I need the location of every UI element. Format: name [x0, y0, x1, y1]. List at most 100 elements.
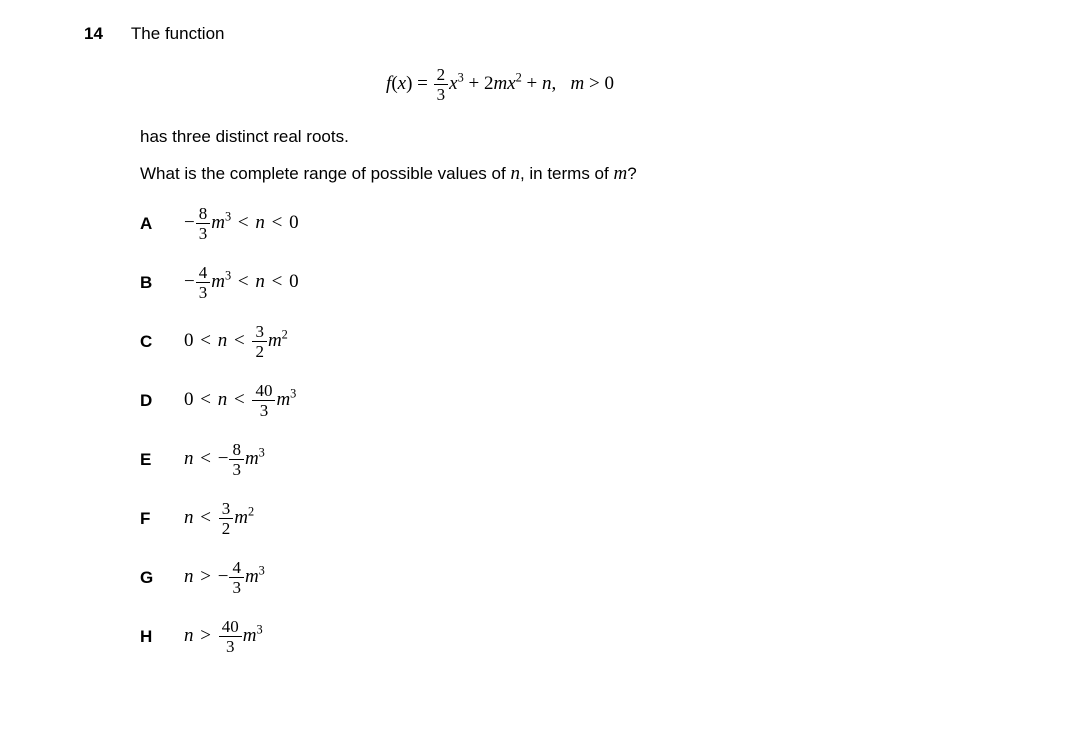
question-header-row: 14 The function [84, 24, 1080, 44]
eq-frac-2-3: 23 [434, 66, 449, 103]
option-H[interactable]: H n > 403m3 [140, 618, 1080, 655]
eq-x2: x [449, 73, 457, 94]
C-fnum: 3 [252, 323, 267, 342]
eq-x-sq: 2 [516, 71, 522, 85]
option-F-label: F [140, 509, 158, 529]
C-n: n [218, 330, 228, 351]
D-m: m [276, 389, 290, 410]
F-rel: < [198, 507, 213, 528]
A-neg: − [184, 212, 195, 233]
C-rel2: < [232, 330, 247, 351]
option-H-expr: n > 403m3 [184, 618, 263, 655]
option-C[interactable]: C 0 < n < 32m2 [140, 323, 1080, 360]
G-rel: > [198, 566, 213, 587]
option-C-expr: 0 < n < 32m2 [184, 323, 288, 360]
line3-n: n [510, 163, 520, 184]
G-fnum: 4 [229, 559, 244, 578]
B-frac: 43 [196, 264, 211, 301]
option-E-expr: n < −83m3 [184, 441, 265, 478]
line3-suffix: ? [627, 164, 636, 183]
E-fnum: 8 [229, 441, 244, 460]
H-rel: > [198, 625, 213, 646]
B-rel2: < [270, 271, 285, 292]
E-rel: < [198, 448, 213, 469]
C-fden: 2 [252, 342, 267, 360]
B-n: n [255, 271, 265, 292]
A-m: m [211, 212, 225, 233]
H-fnum: 40 [219, 618, 242, 637]
B-m: m [211, 271, 225, 292]
H-n: n [184, 625, 194, 646]
E-pow: 3 [259, 446, 265, 460]
option-C-label: C [140, 332, 158, 352]
option-B-expr: −43m3 < n < 0 [184, 264, 299, 301]
A-frac: 83 [196, 205, 211, 242]
A-fnum: 8 [196, 205, 211, 224]
option-G[interactable]: G n > −43m3 [140, 559, 1080, 596]
D-rel2: < [232, 389, 247, 410]
option-H-label: H [140, 627, 158, 647]
A-rhs: 0 [289, 212, 299, 233]
question-line3: What is the complete range of possible v… [140, 163, 1080, 185]
eq-x1: x [398, 73, 406, 94]
B-fden: 3 [196, 283, 211, 301]
option-B[interactable]: B −43m3 < n < 0 [140, 264, 1080, 301]
F-frac: 32 [219, 500, 234, 537]
E-m: m [245, 448, 259, 469]
G-n: n [184, 566, 194, 587]
question-intro: The function [131, 24, 225, 44]
options-list: A −83m3 < n < 0 B −43m3 < n < 0 C 0 < n … [140, 205, 1080, 655]
E-neg: − [218, 448, 229, 469]
line3-m: m [613, 163, 627, 184]
B-pow: 3 [225, 269, 231, 283]
E-frac: 83 [229, 441, 244, 478]
D-n: n [218, 389, 228, 410]
option-D[interactable]: D 0 < n < 403m3 [140, 382, 1080, 419]
option-D-expr: 0 < n < 403m3 [184, 382, 296, 419]
B-rel1: < [236, 271, 251, 292]
G-pow: 3 [259, 564, 265, 578]
D-rel1: < [198, 389, 213, 410]
equation-display: f(x) = 23x3 + 2mx2 + n, m > 0 [140, 66, 860, 103]
eq-cond-zero: 0 [604, 73, 614, 94]
A-rel2: < [270, 212, 285, 233]
option-A-expr: −83m3 < n < 0 [184, 205, 299, 242]
B-rhs: 0 [289, 271, 299, 292]
option-A-label: A [140, 214, 158, 234]
E-fden: 3 [229, 460, 244, 478]
F-pow: 2 [248, 505, 254, 519]
D-fden: 3 [252, 401, 275, 419]
eq-x-cubed: 3 [458, 71, 464, 85]
eq-frac-den: 3 [434, 85, 449, 103]
option-F[interactable]: F n < 32m2 [140, 500, 1080, 537]
A-fden: 3 [196, 224, 211, 242]
A-n: n [255, 212, 265, 233]
G-fden: 3 [229, 578, 244, 596]
H-fden: 3 [219, 637, 242, 655]
eq-n: n [542, 73, 552, 94]
F-fden: 2 [219, 519, 234, 537]
option-E-label: E [140, 450, 158, 470]
C-rel1: < [198, 330, 213, 351]
D-lhs: 0 [184, 389, 194, 410]
D-fnum: 40 [252, 382, 275, 401]
D-frac: 403 [252, 382, 275, 419]
eq-cond-m: m [571, 73, 585, 94]
option-A[interactable]: A −83m3 < n < 0 [140, 205, 1080, 242]
C-lhs: 0 [184, 330, 194, 351]
G-frac: 43 [229, 559, 244, 596]
line3-mid: , in terms of [520, 164, 614, 183]
question-number: 14 [84, 24, 103, 44]
option-D-label: D [140, 391, 158, 411]
H-pow: 3 [256, 623, 262, 637]
option-E[interactable]: E n < −83m3 [140, 441, 1080, 478]
F-fnum: 3 [219, 500, 234, 519]
eq-m: m [493, 73, 507, 94]
option-F-expr: n < 32m2 [184, 500, 254, 537]
A-rel1: < [236, 212, 251, 233]
C-m: m [268, 330, 282, 351]
option-G-label: G [140, 568, 158, 588]
B-neg: − [184, 271, 195, 292]
line3-prefix: What is the complete range of possible v… [140, 164, 510, 183]
H-frac: 403 [219, 618, 242, 655]
